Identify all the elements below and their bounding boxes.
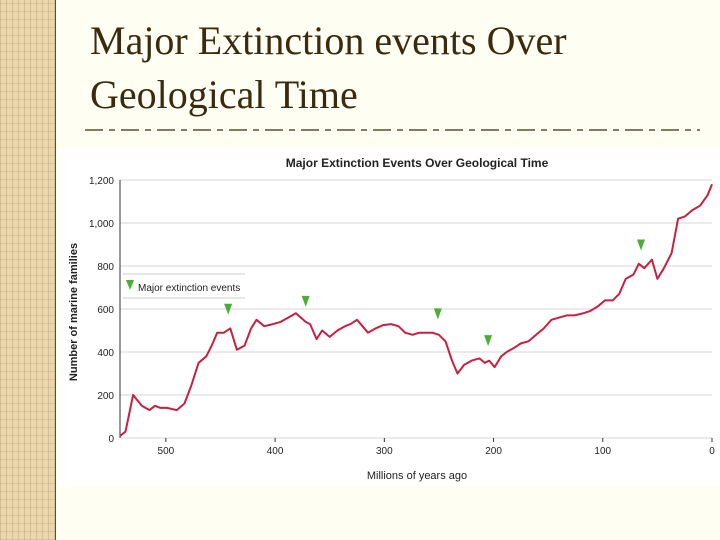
grid-layer bbox=[120, 179, 712, 439]
legend-marker-icon bbox=[126, 280, 134, 290]
extinction-marker bbox=[224, 303, 233, 315]
x-axis-label: Millions of years ago bbox=[367, 470, 467, 482]
series-layer bbox=[119, 183, 713, 437]
y-tick-label: 400 bbox=[97, 348, 114, 359]
extinction-marker bbox=[637, 239, 646, 251]
slide-title-line1: Major Extinction events Over bbox=[90, 18, 567, 63]
y-tick-label: 800 bbox=[97, 262, 114, 273]
extinction-marker bbox=[433, 308, 442, 320]
axis-layer: 0 200 400 600 800 1,000 1,200 500 400 300 200 100 0 bbox=[89, 176, 715, 457]
x-tick-label: 0 bbox=[709, 446, 715, 457]
x-tick-label: 300 bbox=[376, 446, 393, 457]
extinction-markers bbox=[224, 239, 646, 347]
x-tick-label: 200 bbox=[485, 446, 502, 457]
x-tick-label: 100 bbox=[594, 446, 611, 457]
chart-title: Major Extinction Events Over Geological … bbox=[286, 156, 549, 170]
extinction-chart: Major Extinction Events Over Geological … bbox=[68, 156, 715, 482]
y-tick-label: 1,000 bbox=[89, 219, 114, 230]
chart-panel: Major Extinction Events Over Geological … bbox=[60, 148, 720, 486]
title-divider bbox=[85, 129, 700, 131]
legend-label: Major extinction events bbox=[138, 283, 240, 294]
y-axis-label: Number of marine families bbox=[68, 243, 80, 381]
extinction-marker bbox=[484, 335, 493, 347]
marine-families-line bbox=[119, 183, 713, 437]
y-tick-label: 600 bbox=[97, 305, 114, 316]
extinction-marker bbox=[301, 295, 310, 307]
legend: Major extinction events bbox=[123, 273, 245, 299]
y-tick-label: 200 bbox=[97, 391, 114, 402]
x-tick-label: 500 bbox=[158, 446, 175, 457]
slide-title: Major Extinction events Over Geological … bbox=[90, 14, 690, 122]
decorative-side-strip bbox=[0, 0, 56, 540]
y-tick-label: 1,200 bbox=[89, 176, 114, 187]
x-tick-label: 400 bbox=[267, 446, 284, 457]
slide-title-line2: Geological Time bbox=[90, 72, 358, 117]
y-tick-label: 0 bbox=[108, 434, 114, 445]
